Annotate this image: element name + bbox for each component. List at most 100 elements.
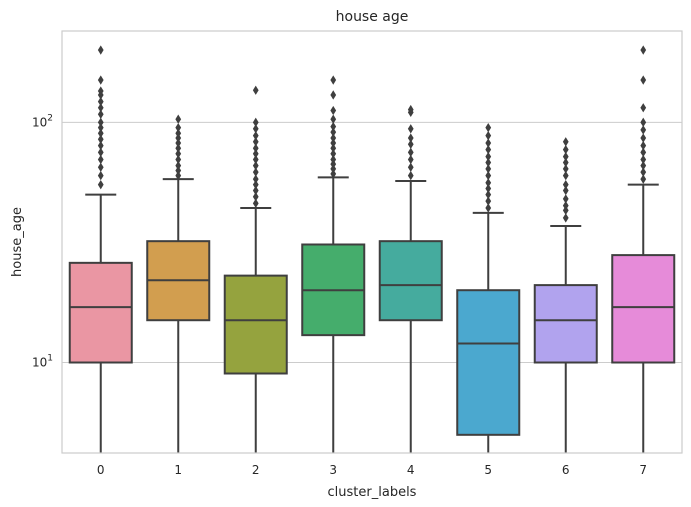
- x-tick-label: 5: [484, 463, 492, 477]
- outlier-point: [485, 144, 492, 155]
- x-tick-label: 2: [252, 463, 260, 477]
- outlier-point: [175, 160, 182, 171]
- outlier-point: [562, 180, 569, 190]
- iqr-box: [68, 261, 133, 364]
- iqr-box: [456, 289, 521, 436]
- outlier-point: [330, 138, 337, 148]
- x-tick-label: 4: [407, 463, 415, 477]
- outlier-point: [252, 160, 259, 171]
- outlier-point: [330, 133, 337, 143]
- y-tick-label: 102: [32, 113, 53, 129]
- iqr-box: [223, 274, 288, 375]
- outlier-point: [485, 183, 492, 194]
- outlier-point: [175, 128, 182, 138]
- outlier-point: [252, 130, 259, 141]
- outlier-point: [252, 124, 259, 134]
- outlier-point: [252, 85, 259, 95]
- outlier-point: [562, 170, 569, 181]
- outlier-point: [252, 137, 259, 147]
- outlier-point: [97, 147, 104, 158]
- box-cluster-1: [146, 114, 211, 453]
- outlier-point: [640, 174, 647, 184]
- outlier-point: [97, 109, 104, 119]
- outlier-point: [485, 203, 492, 213]
- outlier-point: [97, 45, 104, 55]
- box-cluster-0: [68, 45, 133, 453]
- outlier-point: [485, 122, 492, 133]
- outlier-point: [175, 165, 182, 176]
- outlier-point: [175, 170, 182, 181]
- outlier-point: [330, 75, 337, 85]
- outlier-point: [562, 200, 569, 211]
- outlier-point: [175, 143, 182, 153]
- x-tick-label: 3: [329, 463, 337, 477]
- outlier-point: [485, 130, 492, 141]
- boxes: [68, 45, 676, 453]
- x-tick-label: 1: [174, 463, 182, 477]
- outlier-point: [97, 134, 104, 144]
- outlier-point: [562, 194, 569, 204]
- outlier-point: [640, 160, 647, 171]
- outlier-point: [407, 139, 414, 149]
- outlier-point: [97, 140, 104, 151]
- outlier-point: [97, 180, 104, 190]
- outlier-point: [97, 162, 104, 172]
- outlier-point: [562, 205, 569, 216]
- plot-frame: [61, 30, 683, 454]
- outlier-point: [562, 151, 569, 162]
- outlier-point: [252, 117, 259, 128]
- box-cluster-4: [378, 104, 443, 453]
- outlier-point: [252, 198, 259, 209]
- outlier-point: [97, 86, 104, 96]
- x-tick-label: 0: [97, 463, 105, 477]
- y-axis-label: house_age: [10, 207, 25, 277]
- iqr-box: [611, 254, 676, 364]
- outlier-point: [97, 117, 104, 128]
- outlier-point: [175, 133, 182, 143]
- outlier-point: [640, 103, 647, 113]
- outlier-point: [407, 104, 414, 115]
- outlier-point: [640, 133, 647, 143]
- outlier-point: [252, 143, 259, 153]
- outlier-point: [562, 157, 569, 168]
- outlier-point: [640, 125, 647, 135]
- outlier-point: [97, 122, 104, 133]
- box-cluster-5: [456, 122, 521, 453]
- outlier-point: [640, 117, 647, 128]
- chart-title: house age: [336, 9, 409, 25]
- outlier-point: [97, 75, 104, 85]
- outlier-point: [97, 170, 104, 181]
- x-tick-label: 6: [562, 463, 570, 477]
- outlier-point: [175, 149, 182, 159]
- outlier-point: [252, 174, 259, 184]
- box-cluster-7: [611, 45, 676, 453]
- outlier-point: [252, 149, 259, 159]
- outlier-point: [252, 154, 259, 165]
- outlier-point: [640, 154, 647, 165]
- outlier-point: [330, 164, 337, 174]
- x-tick-label: 7: [639, 463, 647, 477]
- outlier-point: [485, 157, 492, 168]
- box-cluster-2: [223, 85, 288, 453]
- x-axis-label: cluster_labels: [328, 485, 417, 500]
- outlier-point: [485, 151, 492, 162]
- y-tick-base: 10: [32, 115, 47, 129]
- iqr-box: [533, 284, 598, 364]
- outlier-point: [330, 154, 337, 165]
- iqr-box: [378, 240, 443, 322]
- outlier-point: [562, 164, 569, 174]
- outlier-point: [407, 124, 414, 134]
- outlier-point: [330, 149, 337, 159]
- outlier-point: [562, 213, 569, 223]
- y-tick-base: 10: [32, 356, 47, 370]
- outlier-point: [485, 178, 492, 188]
- y-tick-exponent: 1: [47, 354, 53, 364]
- outlier-point: [485, 170, 492, 181]
- outlier-point: [640, 140, 647, 151]
- outlier-point: [175, 114, 182, 124]
- outlier-point: [407, 147, 414, 158]
- outlier-point: [562, 137, 569, 147]
- x-tick-labels: 0 1 2 3 4 5 6 7: [97, 463, 647, 477]
- outlier-point: [485, 196, 492, 206]
